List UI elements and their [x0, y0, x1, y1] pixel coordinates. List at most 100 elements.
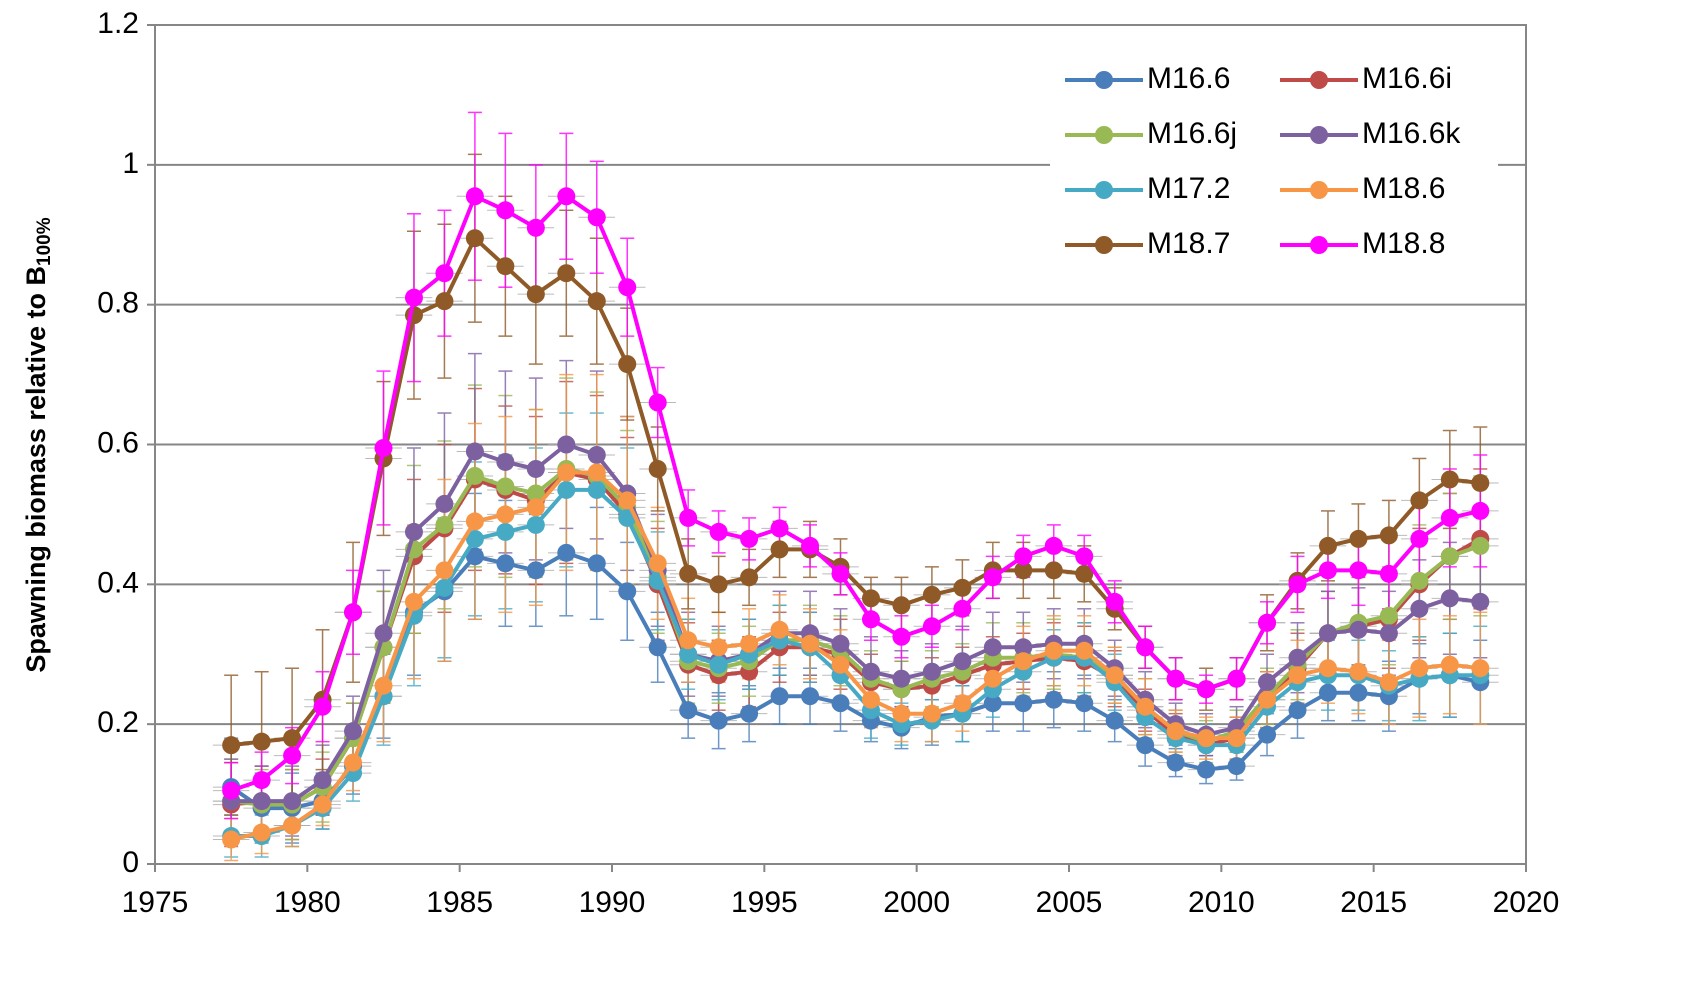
marker: [983, 694, 1002, 713]
marker: [526, 484, 545, 503]
x-tick-label: 2015: [1340, 886, 1407, 919]
series-line: [230, 194, 1481, 793]
x-tick-label: 1985: [426, 886, 493, 919]
marker: [1379, 564, 1398, 583]
marker: [1379, 673, 1398, 692]
marker: [435, 292, 454, 311]
marker: [1349, 529, 1368, 548]
marker: [1410, 491, 1429, 510]
marker: [1136, 697, 1155, 716]
marker: [496, 477, 515, 496]
y-tick-label: 1: [122, 147, 139, 180]
series-line: [230, 470, 1482, 807]
marker: [1379, 526, 1398, 545]
marker: [587, 292, 606, 311]
marker: [1197, 680, 1216, 699]
marker: [1044, 561, 1063, 580]
marker: [922, 617, 941, 636]
marker: [435, 515, 454, 534]
marker: [770, 687, 789, 706]
y-tick-label: 0.6: [97, 426, 139, 459]
legend-box: [1050, 50, 1498, 272]
marker: [1471, 659, 1490, 678]
marker: [1075, 564, 1094, 583]
marker: [1288, 648, 1307, 667]
marker: [1318, 561, 1337, 580]
x-tick-label: 1990: [579, 886, 646, 919]
marker: [1105, 592, 1124, 611]
marker: [1075, 641, 1094, 660]
marker: [1440, 655, 1459, 674]
marker: [1166, 722, 1185, 741]
marker: [1197, 760, 1216, 779]
marker: [1318, 659, 1337, 678]
marker: [1288, 666, 1307, 685]
marker: [252, 792, 271, 811]
marker: [222, 736, 241, 755]
marker: [587, 445, 606, 464]
marker: [526, 285, 545, 304]
legend-label: M18.7: [1147, 227, 1230, 260]
marker: [526, 561, 545, 580]
x-tick-label: 2020: [1493, 886, 1560, 919]
marker: [1075, 694, 1094, 713]
marker: [526, 459, 545, 478]
marker: [1258, 725, 1277, 744]
marker: [496, 452, 515, 471]
marker: [557, 435, 576, 454]
marker: [648, 459, 667, 478]
marker: [252, 732, 271, 751]
marker: [374, 438, 393, 457]
y-axis-title-main: Spawning biomass relative to B: [21, 266, 51, 673]
marker: [861, 662, 880, 681]
marker: [1379, 624, 1398, 643]
marker: [1227, 757, 1246, 776]
x-tick-label: 1980: [274, 886, 341, 919]
marker: [709, 575, 728, 594]
marker: [1014, 652, 1033, 671]
marker: [1258, 690, 1277, 709]
marker: [1471, 536, 1490, 555]
marker: [465, 547, 484, 566]
marker: [648, 393, 667, 412]
marker: [892, 704, 911, 723]
y-tick-label: 0.8: [97, 287, 139, 320]
marker: [1349, 683, 1368, 702]
marker: [1227, 729, 1246, 748]
y-tick-label: 0: [122, 846, 139, 879]
legend-marker: [1095, 126, 1113, 144]
marker: [222, 830, 241, 849]
marker: [709, 711, 728, 730]
marker: [679, 701, 698, 720]
marker: [465, 466, 484, 485]
marker: [313, 795, 332, 814]
marker: [1410, 659, 1429, 678]
marker: [1044, 641, 1063, 660]
marker: [496, 201, 515, 220]
marker: [344, 722, 363, 741]
x-tick-label: 2010: [1188, 886, 1255, 919]
marker: [770, 519, 789, 538]
marker: [1044, 536, 1063, 555]
marker: [740, 529, 759, 548]
marker: [496, 554, 515, 573]
marker: [283, 746, 302, 765]
marker: [587, 208, 606, 227]
legend-label: M17.2: [1147, 172, 1230, 205]
marker: [557, 543, 576, 562]
marker: [892, 596, 911, 615]
marker: [1166, 669, 1185, 688]
marker: [344, 603, 363, 622]
marker: [770, 540, 789, 559]
marker: [1197, 729, 1216, 748]
marker: [1258, 613, 1277, 632]
marker: [252, 771, 271, 790]
marker: [526, 515, 545, 534]
marker: [679, 508, 698, 527]
marker: [1288, 575, 1307, 594]
marker: [313, 697, 332, 716]
marker: [922, 585, 941, 604]
marker: [922, 662, 941, 681]
marker: [740, 568, 759, 587]
legend-marker: [1310, 126, 1328, 144]
